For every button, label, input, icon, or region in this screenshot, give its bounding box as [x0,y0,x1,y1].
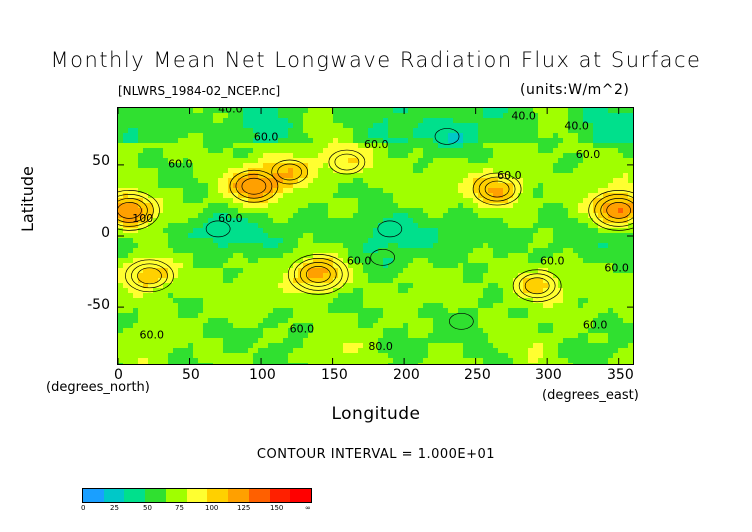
contour-line [518,273,556,299]
colorbar-swatch [83,489,104,502]
contour-label: 60.0 [139,328,164,341]
colorbar-label: 150 [270,504,284,512]
contour-line [299,262,337,287]
colorbar-label: 125 [237,504,251,512]
colorbar-swatch [124,489,146,502]
colorbar-swatch [145,489,166,502]
contour-line [118,202,142,219]
contour-line [334,153,360,171]
colorbar-label: 0 [81,504,86,512]
contour-label: 60.0 [540,254,565,267]
colorbar-swatch [228,489,249,502]
contour-line [606,202,632,219]
contour-line [241,177,267,195]
y-tick-label: 50 [92,153,110,169]
contour-line [137,267,162,285]
heatmap-field: 40.0 40.0 60.0 60.0 60.0 60.0 60.0 40.0 60.0 100 6… [118,108,633,364]
contour-label: 100 [132,212,153,225]
contour-line [370,248,396,266]
contour-label: 60.0 [604,262,629,275]
contour-line [277,163,303,181]
contour-label: 60.0 [254,131,279,144]
contour-label: 60.0 [168,158,193,171]
colorbar-swatch [248,489,270,502]
colorbar-swatch [269,489,291,502]
contour-line [600,198,633,223]
contour-label: 60.0 [583,318,608,331]
heatmap-cells [118,108,633,364]
contour-line [448,312,474,330]
contour-line [125,259,174,293]
y-axis-unit-label: (degrees_north) [46,380,150,395]
file-label: [NLWRS_1984-02_NCEP.nc] [118,84,281,98]
contour-line [118,194,154,227]
contour-line [472,172,522,206]
contour-line [305,266,331,283]
contour-line [377,220,403,238]
y-tick-label: -50 [87,297,110,313]
map-title: Monthly Mean Net Longwave Radiation Flux… [50,48,702,72]
colorbar-label: 50 [143,504,152,512]
colorbar-swatch [165,489,187,502]
x-axis-title: Longitude [331,404,421,424]
contour-label: 80.0 [368,340,393,353]
colorbar-swatch [103,489,125,502]
contour-line [434,128,460,145]
contour-line [594,194,633,227]
x-tick-label: 0 [114,367,123,383]
x-tick-label: 300 [535,367,562,383]
contour-label: 60.0 [364,138,389,151]
map-plot-area: 40.0 40.0 60.0 60.0 60.0 60.0 60.0 40.0 60.0 100 6… [117,107,634,365]
contour-label: 60.0 [497,169,522,182]
contour-line [478,176,516,202]
x-tick-label: 350 [607,367,634,383]
contour-line [287,254,349,295]
contour-line [271,159,309,185]
contour-line [205,220,231,238]
contour-line [235,173,273,199]
contour-line [328,149,366,175]
x-tick-label: 250 [464,367,491,383]
contour-line [512,269,562,303]
colorbar-label: 25 [110,504,119,512]
contour-label: 60.0 [290,323,315,336]
contour-line [229,169,279,203]
contour-label: 60.0 [218,212,243,225]
contour-label: 60.0 [347,254,372,267]
colorbar-swatch [186,489,208,502]
colorbar [82,488,312,503]
colorbar-swatch [207,489,229,502]
contour-line [588,190,633,231]
x-tick-label: 50 [182,367,200,383]
x-tick-label: 200 [393,367,420,383]
contour-lines [118,128,633,330]
colorbar-label: 100 [205,504,219,512]
contour-line [118,198,148,223]
y-axis-title: Latitude [18,166,37,232]
x-axis-unit-label: (degrees_east) [542,388,639,403]
y-tick-label: 0 [101,225,110,241]
colorbar-label: 75 [175,504,184,512]
contour-label: 40.0 [564,119,589,132]
x-tick-label: 100 [249,367,276,383]
x-tick-label: 150 [321,367,348,383]
contour-line [524,277,550,295]
contour-label: 40.0 [218,108,243,115]
contour-interval: CONTOUR INTERVAL = 1.000E+01 [256,447,496,462]
colorbar-swatch [290,489,312,502]
units-label: (units:W/m^2) [520,82,630,98]
contour-label: 60.0 [576,148,601,161]
colorbar-label: ∞ [305,504,311,512]
contour-label: 40.0 [511,109,536,122]
contour-line [484,180,510,198]
axis-ticks [118,108,633,364]
contour-labels: 40.0 40.0 60.0 60.0 60.0 60.0 60.0 40.0 60.0 100 6… [132,108,629,353]
contour-line [118,190,160,231]
contour-line [293,258,343,291]
contour-line [131,263,168,289]
